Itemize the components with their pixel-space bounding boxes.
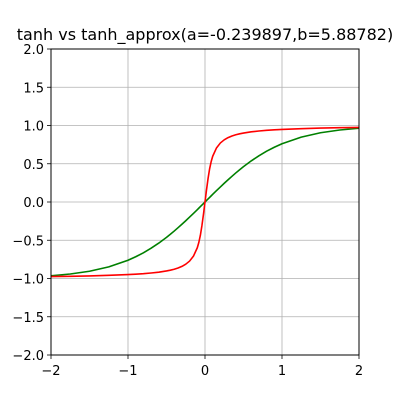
y-tick-label: 1.5 bbox=[23, 81, 44, 96]
y-tick-label: −1.5 bbox=[12, 311, 44, 326]
y-tick-label: −2.0 bbox=[12, 349, 44, 364]
x-tick-label: 0 bbox=[201, 364, 209, 379]
y-tick-label: 2.0 bbox=[23, 43, 44, 58]
series-lines bbox=[50, 126, 360, 278]
chart-title: tanh vs tanh_approx(a=-0.239897,b=5.8878… bbox=[17, 25, 393, 45]
y-tick-label: 0.0 bbox=[23, 196, 44, 211]
x-tick-label: −2 bbox=[41, 364, 60, 379]
x-tick-label: −1 bbox=[118, 364, 137, 379]
y-tick-label: 0.5 bbox=[23, 158, 44, 173]
axis-ticks: −2 −1 0 1 2 −2.0 −1.5 −1.0 −0.5 0.0 0.5 1.0 1.5 2.0 bbox=[12, 43, 363, 379]
y-tick-label: −0.5 bbox=[12, 234, 44, 249]
series-line-2 bbox=[50, 126, 360, 278]
x-tick-label: 1 bbox=[278, 364, 286, 379]
x-tick-label: 2 bbox=[355, 364, 363, 379]
y-tick-label: 1.0 bbox=[23, 120, 44, 135]
y-tick-label: −1.0 bbox=[12, 273, 44, 288]
